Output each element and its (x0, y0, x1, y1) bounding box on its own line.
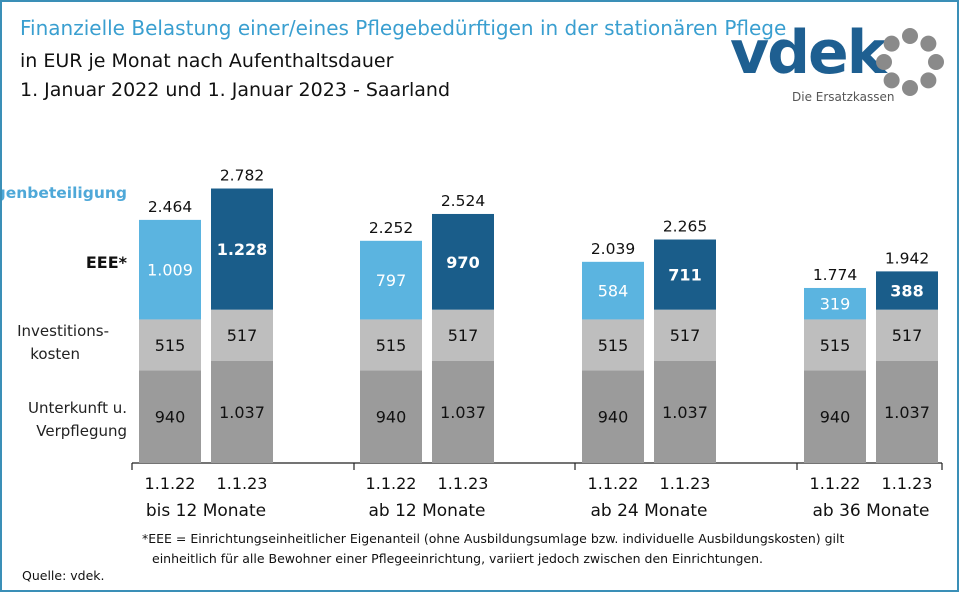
bar-value-label: 1.009 (147, 261, 193, 280)
chart-subtitle-unit: in EUR je Monat nach Aufenthaltsdauer (20, 50, 394, 72)
x-tick-label-date: 1.1.23 (660, 474, 711, 493)
logo-ring-icon (876, 28, 944, 96)
chart-subtitle-date-region: 1. Januar 2022 und 1. Januar 2023 - Saar… (20, 79, 451, 101)
bar-segment-investitionskosten (139, 319, 201, 371)
bar-value-label: 515 (376, 336, 407, 355)
footnote: *EEE = Einrichtungseinheitlicher Eigenan… (142, 529, 844, 569)
footnote-line-1: *EEE = Einrichtungseinheitlicher Eigenan… (142, 531, 845, 546)
bar-total-label: 2.524 (441, 192, 485, 210)
logo-ring-dot (902, 28, 918, 44)
bar-value-label: 940 (376, 408, 407, 427)
legend-label-unterkunft-2: Verpflegung (36, 422, 127, 440)
bar-value-label: 1.037 (884, 403, 930, 422)
bar-segment-eee (876, 271, 938, 310)
logo-ring-dot (883, 72, 900, 89)
bar-value-label: 517 (448, 326, 479, 345)
bar-total-label: 1.774 (813, 266, 857, 284)
x-tick-label-date: 1.1.22 (810, 474, 861, 493)
bar-segment-investitionskosten (654, 309, 716, 361)
bar-value-label: 515 (820, 336, 851, 355)
bar-value-label: 517 (892, 326, 923, 345)
bar-value-label: 970 (446, 253, 479, 272)
logo-ring-dot (902, 80, 918, 96)
bar-segment-eee (360, 240, 422, 320)
logo-wordmark: vdek (730, 18, 887, 88)
bar-segment-eee (211, 188, 273, 310)
bar-segment-unterkunft (876, 360, 938, 463)
bar-total-label: 2.782 (220, 167, 264, 185)
bar-value-label: 515 (155, 336, 186, 355)
bar-segment-eee (432, 213, 494, 310)
legend-label-invest-2: kosten (30, 345, 80, 363)
footnote-line-2: einheitlich für alle Bewohner einer Pfle… (152, 551, 764, 566)
logo-ring-dot (928, 54, 944, 70)
bar-value-label: 517 (670, 326, 701, 345)
bar-segment-investitionskosten (582, 319, 644, 371)
bar-segment-investitionskosten (432, 309, 494, 361)
chart-title: Finanzielle Belastung einer/eines Pflege… (20, 16, 787, 40)
bar-segment-investitionskosten (211, 309, 273, 361)
legend-label-eigenbeteiligung: Eigenbeteiligung (2, 184, 127, 202)
bar-total-label: 2.039 (591, 240, 635, 258)
logo-ring-dot (876, 54, 892, 70)
x-tick-label-date: 1.1.22 (366, 474, 417, 493)
logo-ring-dot (883, 35, 900, 52)
bar-segment-eee (654, 239, 716, 310)
group-label: bis 12 Monate (146, 501, 266, 521)
legend-label-unterkunft-1: Unterkunft u. (28, 399, 127, 417)
bar-value-label: 711 (668, 266, 701, 285)
x-tick-label-date: 1.1.23 (882, 474, 933, 493)
bar-segment-unterkunft (360, 370, 422, 463)
bar-value-label: 515 (598, 336, 629, 355)
bar-segment-eee (139, 219, 201, 320)
bar-value-label: 584 (598, 282, 629, 301)
bar-segment-investitionskosten (876, 309, 938, 361)
bar-total-label: 2.265 (663, 218, 707, 236)
group-label: ab 36 Monate (812, 501, 929, 521)
bar-segment-unterkunft (139, 370, 201, 463)
bar-value-label: 940 (820, 408, 851, 427)
bar-value-label: 1.037 (440, 403, 486, 422)
vdek-logo: vdek Die Ersatzkassen (724, 18, 949, 109)
bar-value-label: 388 (890, 282, 923, 301)
bar-segment-unterkunft (582, 370, 644, 463)
bar-value-label: 1.037 (662, 403, 708, 422)
legend-label-invest-1: Investitions- (17, 322, 109, 340)
group-label: ab 12 Monate (368, 501, 485, 521)
bar-segment-investitionskosten (804, 319, 866, 371)
bar-segment-eee (804, 287, 866, 320)
x-tick-label-date: 1.1.22 (145, 474, 196, 493)
bar-segment-unterkunft (654, 360, 716, 463)
bar-value-label: 517 (227, 326, 258, 345)
source-note: Quelle: vdek. (22, 568, 105, 583)
x-tick-label-date: 1.1.23 (438, 474, 489, 493)
logo-tagline: Die Ersatzkassen (792, 90, 895, 104)
bar-total-label: 2.464 (148, 198, 192, 216)
bar-segment-unterkunft (432, 360, 494, 463)
logo-ring-dot (920, 35, 937, 52)
legend-label-eee: EEE* (86, 253, 128, 272)
bar-value-label: 940 (598, 408, 629, 427)
bar-segment-investitionskosten (360, 319, 422, 371)
bar-segment-unterkunft (211, 360, 273, 463)
bar-value-label: 1.228 (217, 240, 268, 259)
x-tick-label-date: 1.1.22 (588, 474, 639, 493)
logo-ring-dot (920, 72, 937, 89)
bar-value-label: 319 (820, 295, 851, 314)
x-tick-label-date: 1.1.23 (217, 474, 268, 493)
bar-segment-unterkunft (804, 370, 866, 463)
group-label: ab 24 Monate (590, 501, 707, 521)
bar-segment-eee (582, 261, 644, 320)
bar-value-label: 797 (376, 271, 407, 290)
bar-value-label: 940 (155, 408, 186, 427)
bar-value-label: 1.037 (219, 403, 265, 422)
bar-total-label: 1.942 (885, 249, 929, 267)
bar-total-label: 2.252 (369, 219, 413, 237)
